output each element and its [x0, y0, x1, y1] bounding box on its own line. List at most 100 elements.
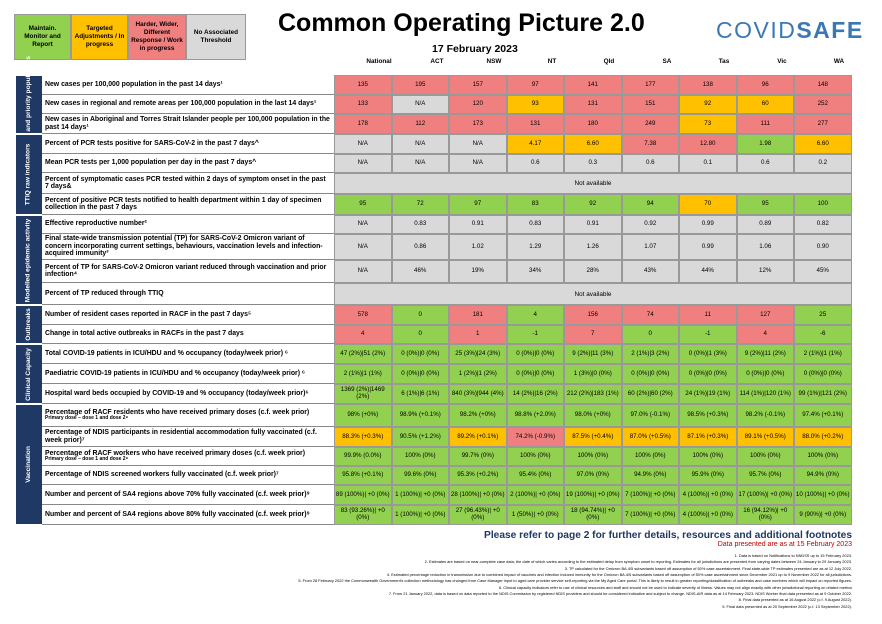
value-cell: 89.2% (+0.1%)	[449, 427, 507, 447]
value-cell: 95	[334, 194, 392, 215]
value-cell: 9 (90%)| +0 (0%)	[794, 505, 852, 525]
indicator-label: Change in total active outbreaks in RACF…	[42, 325, 334, 344]
indicator-sublabel: Primary dose – dose 1 and dose 2⁸	[45, 456, 128, 463]
value-cell: 2 (1%)|3 (2%)	[621, 344, 679, 364]
col-head: Vic	[777, 58, 787, 65]
value-cell: 9 (2%)|11 (2%)	[736, 344, 794, 364]
value-cell: 131	[506, 114, 564, 134]
value-cell: 24 (1%)|19 (1%)	[679, 384, 737, 404]
value-cell: 0.6	[506, 154, 564, 173]
value-cell: 0.99	[679, 215, 737, 234]
indicator-label: Hospital ward beds occupied by COVID-19 …	[42, 384, 334, 404]
table-row: Effective reproductive number² N/A 0.83 0.9…	[42, 215, 852, 234]
value-cell: 1 (100%)| +0 (0%)	[391, 485, 449, 505]
indicator-label: New cases in regional and remote areas p…	[42, 95, 334, 114]
value-cell: 60 (2%)|60 (2%)	[621, 384, 679, 404]
value-cell: 1	[449, 325, 507, 344]
value-cell: 0.86	[391, 234, 449, 260]
footnotes: 1. Data is based on Notifications to NND…	[6, 553, 852, 610]
value-cell: 100% (0%)	[679, 447, 737, 466]
value-cell: 47 (2%)|51 (2%)	[334, 344, 392, 364]
footnote: 9. Final data presented as at 20 Septemb…	[722, 603, 852, 609]
value-cell: 4	[736, 325, 794, 344]
value-cell: 1369 (2%)|1469 (2%)	[334, 384, 392, 404]
value-cell: 114 (1%)|120 (1%)	[736, 384, 794, 404]
value-cell: 127	[736, 305, 794, 325]
value-cell: 87.5% (+0.4%)	[564, 427, 622, 447]
value-cell: 180	[564, 114, 622, 134]
table-row: Paediatric COVID-19 patients in ICU/HDU …	[42, 364, 852, 384]
value-cell: 4	[334, 325, 392, 344]
value-cell: 195	[391, 75, 449, 95]
value-cell: 578	[334, 305, 392, 325]
value-cell: 11	[679, 305, 737, 325]
table-row: Percent of positive PCR tests notified t…	[42, 194, 852, 215]
value-cell: 0 (0%)|0 (0%)	[621, 364, 679, 384]
value-cell: 93	[506, 95, 564, 114]
indicator-label-text: Hospital ward beds occupied by COVID-19 …	[45, 389, 309, 397]
indicator-label: Paediatric COVID-19 patients in ICU/HDU …	[42, 364, 334, 384]
value-cell: 94.9% (0%)	[794, 466, 852, 485]
col-head: NSW	[486, 58, 502, 65]
footnote: 4. Estimated percentage reduction in tra…	[386, 571, 852, 577]
legend-no-threshold: No Associated Threshold	[186, 14, 246, 60]
value-cell: 100	[794, 194, 852, 215]
value-cell: N/A	[391, 154, 449, 173]
value-cell: 0.6	[736, 154, 794, 173]
value-cell: 94	[621, 194, 679, 215]
value-cell: 97.4% (+0.1%)	[794, 404, 852, 427]
value-cell: 1.29	[506, 234, 564, 260]
value-cell: 0.3	[564, 154, 622, 173]
value-cell: 25	[794, 305, 852, 325]
value-cell: 131	[564, 95, 622, 114]
value-cell: 74.2% (-0.9%)	[506, 427, 564, 447]
footnote: 3. TP calculated for the Omicron BA.4/5 …	[564, 565, 852, 571]
col-head: Qld	[603, 58, 615, 65]
indicator-label-text: Percent of TP for SARS-CoV-2 Omicron var…	[45, 263, 327, 278]
value-cell: 97	[449, 194, 507, 215]
table-row: New cases per 100,000 population in the …	[42, 75, 852, 95]
col-head: National	[366, 58, 392, 65]
value-cell: 2 (1%)|1 (1%)	[794, 344, 852, 364]
indicator-label-text: Number of resident cases reported in RAC…	[45, 310, 252, 318]
indicator-label-text: Final state-wide transmission potential …	[45, 235, 323, 258]
value-cell: 141	[564, 75, 622, 95]
value-cell: 12.80	[679, 134, 737, 154]
value-cell: 96	[736, 75, 794, 95]
value-cell: 28 (100%)| +0 (0%)	[449, 485, 507, 505]
value-cell: 7	[564, 325, 622, 344]
indicator-label: Total COVID-19 patients in ICU/HDU and %…	[42, 344, 334, 364]
value-cell: 45%	[794, 260, 852, 283]
indicator-label: Percent of symptomatic cases PCR tested …	[42, 173, 334, 194]
value-cell: 1.07	[621, 234, 679, 260]
value-cell: 1.06	[736, 234, 794, 260]
footnote: 1. Data is based on Notifications to NND…	[734, 553, 852, 558]
section-ttiq: TTIQ raw indicators	[16, 134, 42, 215]
value-cell: 97.0% (-0.1%)	[621, 404, 679, 427]
value-cell: 14 (2%)|16 (2%)	[506, 384, 564, 404]
value-cell: 95.4% (0%)	[506, 466, 564, 485]
footnote: 2. Estimates are based on near-complete …	[424, 559, 852, 565]
table-row: Change in total active outbreaks in RACF…	[42, 325, 852, 344]
value-cell: 99.6% (0%)	[391, 466, 449, 485]
value-cell: 95.3% (+0.2%)	[449, 466, 507, 485]
value-cell: 92	[564, 194, 622, 215]
table-row: Total COVID-19 patients in ICU/HDU and %…	[42, 344, 852, 364]
indicator-label-text: Percent of positive PCR tests notified t…	[45, 196, 322, 211]
value-cell: 4	[506, 305, 564, 325]
indicator-label: Percentage of RACF residents who have re…	[42, 404, 334, 427]
table-row: Mean PCR tests per 1,000 population per …	[42, 154, 852, 173]
indicator-label: Percentage of NDIS screened workers full…	[42, 466, 334, 485]
footnote: 8. Final data presented as at 16 August …	[738, 597, 852, 603]
value-cell: 83	[506, 194, 564, 215]
indicator-label: Final state-wide transmission potential …	[42, 234, 334, 260]
value-cell: 98.2% (-0.1%)	[736, 404, 794, 427]
table-row: Number of resident cases reported in RAC…	[42, 305, 852, 325]
value-cell: 4 (100%)| +0 (0%)	[679, 485, 737, 505]
indicator-label-text: New cases in regional and remote areas p…	[45, 100, 317, 108]
indicator-label: Percent of PCR tests positive for SARS-C…	[42, 134, 334, 154]
table-row: New cases in Aboriginal and Torres Strai…	[42, 114, 852, 134]
value-cell: 88.3% (+0.3%)	[334, 427, 392, 447]
value-cell: 0 (0%)|0 (0%)	[391, 344, 449, 364]
value-cell: 17 (100%)| +0 (0%)	[736, 485, 794, 505]
